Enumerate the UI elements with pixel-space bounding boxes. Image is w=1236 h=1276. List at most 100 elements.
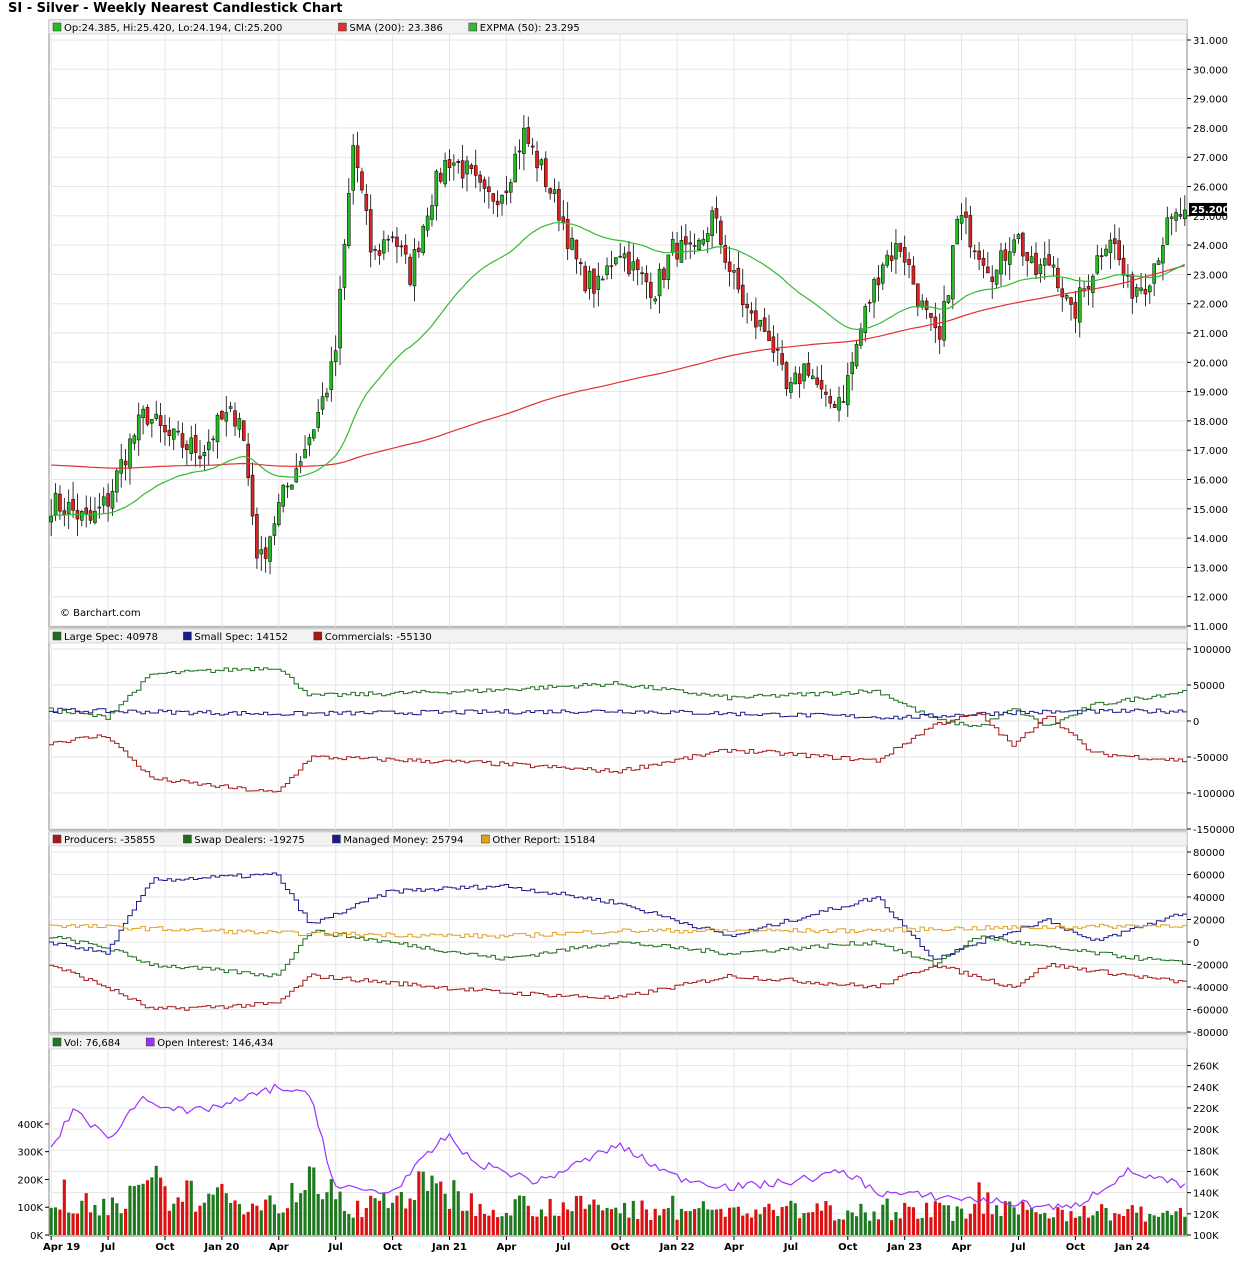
volume-bar <box>1139 1206 1143 1235</box>
candle <box>929 313 933 318</box>
volume-bar <box>89 1212 93 1235</box>
volume-bar <box>955 1206 959 1235</box>
candle <box>342 243 347 288</box>
candle <box>666 254 671 280</box>
last-price-label: 25.200 <box>1191 205 1230 216</box>
ohlc-legend: Op:24.385, Hi:25.420, Lo:24.194, Cl:25.2… <box>64 23 282 34</box>
candle <box>579 262 583 264</box>
volume-bar <box>1156 1216 1161 1235</box>
volume-bar <box>1056 1207 1060 1235</box>
candle <box>84 507 88 515</box>
volume-bar <box>736 1206 740 1235</box>
volume-bar <box>469 1193 473 1235</box>
price-tick-label: 11.000 <box>1193 622 1228 633</box>
candle <box>723 245 728 263</box>
volume-bar <box>679 1208 684 1235</box>
x-tick-label: Jul <box>100 1242 115 1253</box>
candle <box>863 306 868 333</box>
volume-bar <box>1152 1215 1156 1235</box>
cot-tick-label: -60000 <box>1193 1006 1228 1017</box>
price-legend-bar <box>48 19 1188 35</box>
candle <box>986 266 990 274</box>
candle <box>71 499 75 511</box>
candle <box>557 188 561 221</box>
candle <box>403 245 408 255</box>
volume-bar <box>841 1219 845 1235</box>
volume-bar <box>351 1217 355 1235</box>
candle <box>994 269 999 285</box>
candle <box>290 484 294 490</box>
other-report-swatch <box>481 834 490 844</box>
volume-bar <box>517 1195 522 1235</box>
candle <box>220 410 224 420</box>
other-report-legend: Other Report: 15184 <box>492 835 595 846</box>
volume-bar <box>666 1208 670 1235</box>
volume-bar <box>863 1212 867 1235</box>
candle <box>504 190 509 194</box>
volume-bar <box>1086 1217 1091 1235</box>
volume-bar <box>62 1179 66 1235</box>
candle <box>373 249 377 251</box>
candle <box>876 277 881 286</box>
candle <box>920 300 924 308</box>
volume-bar <box>1047 1218 1051 1235</box>
candle <box>1156 260 1161 265</box>
candle <box>977 250 981 260</box>
vol-tick-label: 300K <box>17 1148 43 1159</box>
expma-legend: EXPMA (50): 23.295 <box>480 23 580 34</box>
candle <box>150 419 154 424</box>
candle <box>819 380 824 390</box>
volume-bar <box>154 1165 158 1235</box>
volume-bar <box>452 1180 456 1235</box>
cot-disaggregated-panel: Producers: -35855 Swap Dealers: -19275 Man… <box>48 831 1228 1039</box>
candle <box>250 474 255 517</box>
sma-swatch <box>338 22 347 32</box>
candle <box>806 363 811 376</box>
candle <box>132 435 137 444</box>
candle <box>1095 255 1100 274</box>
candle <box>303 448 307 459</box>
volume-bar <box>360 1217 364 1235</box>
candle <box>968 215 973 248</box>
volume-bar <box>1135 1212 1139 1235</box>
volume-bar <box>745 1213 749 1235</box>
candle <box>697 239 701 251</box>
volume-bar <box>548 1198 552 1235</box>
volume-bar <box>833 1220 837 1235</box>
oi-tick-label: 200K <box>1193 1125 1219 1136</box>
price-tick-label: 23.000 <box>1193 270 1228 281</box>
volume-bar <box>264 1199 268 1235</box>
candle <box>180 433 185 448</box>
volume-bar <box>977 1182 981 1235</box>
candle <box>80 511 84 521</box>
volume-bar <box>102 1198 106 1235</box>
candle <box>543 158 548 187</box>
last-price-box <box>1189 202 1227 216</box>
candle <box>421 225 426 254</box>
candle <box>487 186 491 193</box>
volume-bar <box>242 1214 246 1235</box>
volume-bar <box>478 1204 482 1235</box>
swap-dealers-swatch <box>183 834 192 844</box>
volume-bar <box>854 1216 859 1235</box>
candle <box>955 218 959 245</box>
volume-bar <box>960 1208 964 1235</box>
candle <box>793 372 798 385</box>
volume-bar <box>1025 1209 1029 1235</box>
candle <box>482 179 487 189</box>
candle <box>1112 238 1117 245</box>
volume-bar <box>824 1201 828 1235</box>
x-tick-label: Jan 21 <box>431 1242 467 1253</box>
candle <box>1130 274 1135 299</box>
x-tick-label: Jan 24 <box>1114 1242 1150 1253</box>
candle <box>320 396 325 410</box>
volume-bar <box>710 1209 714 1235</box>
vol-tick-label: 200K <box>17 1175 43 1186</box>
candle <box>732 270 736 273</box>
volume-bar <box>290 1182 294 1235</box>
candle <box>522 127 526 154</box>
ohlc-swatch <box>52 22 62 32</box>
volume-bar <box>557 1215 561 1235</box>
candle <box>1174 212 1178 221</box>
candle <box>417 247 421 253</box>
